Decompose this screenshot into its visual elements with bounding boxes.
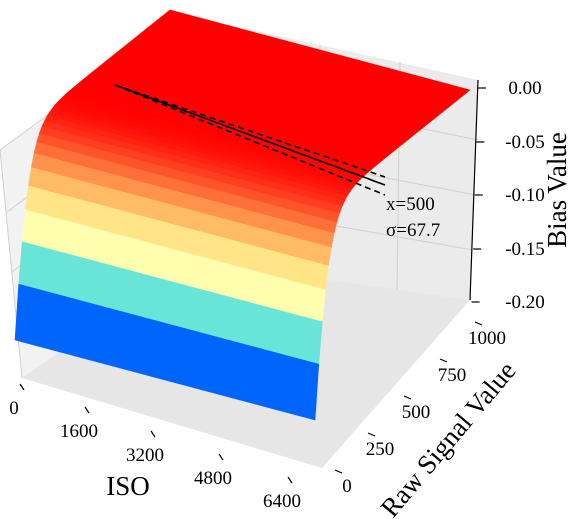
y-tick-label: 250 — [366, 439, 395, 460]
y-tick-mark — [334, 469, 343, 474]
surface-facet — [166, 9, 179, 15]
z-axis-line — [469, 79, 479, 301]
highlight-curves — [114, 84, 386, 196]
x-axis-label: ISO — [106, 471, 150, 501]
y-tick-label: 1000 — [468, 328, 506, 349]
x-tick-label: 6400 — [263, 491, 301, 512]
x-tick-mark — [218, 453, 224, 461]
x-tick-mark — [287, 476, 293, 484]
y-tick-label: 500 — [402, 402, 431, 423]
z-tick-label: -0.20 — [505, 292, 545, 313]
z-axis-label: Bias Value — [542, 132, 572, 248]
z-tick-label: 0.00 — [508, 78, 541, 99]
y-tick-label: 750 — [438, 365, 467, 386]
z-axis-ticks: 0.00 -0.05 -0.10 -0.15 -0.20 — [469, 78, 545, 313]
annotation-x: x=500 — [386, 194, 435, 215]
x-tick-mark — [150, 430, 156, 438]
mean-curve — [114, 84, 386, 186]
bound-curve — [114, 84, 386, 178]
z-tick-label: -0.05 — [505, 132, 545, 153]
z-tick-label: -0.15 — [505, 239, 545, 260]
x-tick-mark — [84, 406, 90, 414]
y-tick-label: 0 — [342, 476, 352, 497]
annotation-sigma: σ=67.7 — [386, 220, 440, 241]
x-tick-mark — [19, 383, 25, 391]
y-tick-mark — [403, 395, 412, 400]
x-axis-ticks: 0 1600 3200 4800 6400 — [9, 383, 301, 512]
x-tick-label: 1600 — [60, 421, 98, 442]
y-tick-mark — [367, 432, 376, 437]
x-tick-label: 3200 — [126, 445, 164, 466]
z-tick-label: -0.10 — [505, 185, 545, 206]
bound-curve — [114, 84, 386, 196]
y-tick-mark — [439, 358, 448, 363]
y-tick-mark — [474, 321, 483, 326]
x-tick-label: 4800 — [194, 468, 232, 489]
x-tick-label: 0 — [9, 398, 19, 419]
